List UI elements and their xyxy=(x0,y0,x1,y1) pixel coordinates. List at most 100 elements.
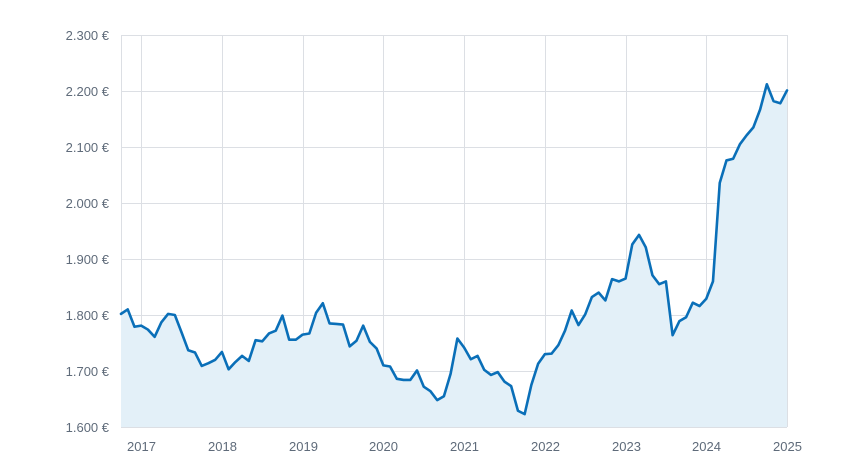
data-point[interactable] xyxy=(596,290,602,296)
data-point[interactable] xyxy=(515,408,521,414)
data-point[interactable] xyxy=(569,308,575,314)
data-point[interactable] xyxy=(273,328,279,334)
data-point[interactable] xyxy=(333,321,339,327)
data-point[interactable] xyxy=(394,376,400,382)
data-point[interactable] xyxy=(676,318,682,324)
data-point[interactable] xyxy=(374,346,380,352)
data-point[interactable] xyxy=(347,343,353,349)
data-point[interactable] xyxy=(387,364,393,370)
data-point[interactable] xyxy=(744,132,750,138)
data-point[interactable] xyxy=(185,347,191,353)
data-point[interactable] xyxy=(306,330,312,336)
data-point[interactable] xyxy=(320,300,326,306)
data-point[interactable] xyxy=(757,106,763,112)
data-point[interactable] xyxy=(649,272,655,278)
data-point[interactable] xyxy=(293,337,299,343)
data-point[interactable] xyxy=(582,311,588,317)
data-point[interactable] xyxy=(703,296,709,302)
data-point[interactable] xyxy=(131,324,137,330)
data-point[interactable] xyxy=(165,311,171,317)
data-point[interactable] xyxy=(327,320,333,326)
data-point[interactable] xyxy=(562,328,568,334)
data-point[interactable] xyxy=(656,281,662,287)
data-point[interactable] xyxy=(340,322,346,328)
data-point[interactable] xyxy=(636,232,642,238)
data-point[interactable] xyxy=(421,384,427,390)
data-point[interactable] xyxy=(784,87,790,93)
data-point[interactable] xyxy=(535,361,541,367)
data-point[interactable] xyxy=(125,306,131,312)
data-point[interactable] xyxy=(259,338,265,344)
data-point[interactable] xyxy=(118,311,124,317)
data-point[interactable] xyxy=(205,360,211,366)
data-point[interactable] xyxy=(172,312,178,318)
data-point[interactable] xyxy=(367,339,373,345)
data-point[interactable] xyxy=(589,294,595,300)
data-point[interactable] xyxy=(226,366,232,372)
data-point[interactable] xyxy=(212,357,218,363)
data-point[interactable] xyxy=(616,278,622,284)
data-point[interactable] xyxy=(690,300,696,306)
data-point[interactable] xyxy=(138,323,144,329)
data-point[interactable] xyxy=(683,314,689,320)
data-point[interactable] xyxy=(158,319,164,325)
data-point[interactable] xyxy=(542,351,548,357)
data-point[interactable] xyxy=(353,338,359,344)
data-point[interactable] xyxy=(279,313,285,319)
data-point[interactable] xyxy=(697,303,703,309)
data-point[interactable] xyxy=(360,323,366,329)
data-point[interactable] xyxy=(629,241,635,247)
data-point[interactable] xyxy=(266,330,272,336)
data-point[interactable] xyxy=(192,350,198,356)
data-point[interactable] xyxy=(643,244,649,250)
data-point[interactable] xyxy=(145,327,151,333)
data-point[interactable] xyxy=(501,379,507,385)
data-point[interactable] xyxy=(232,359,238,365)
data-point[interactable] xyxy=(528,382,534,388)
data-point[interactable] xyxy=(508,383,514,389)
data-point[interactable] xyxy=(152,334,158,340)
data-point[interactable] xyxy=(199,363,205,369)
data-point[interactable] xyxy=(730,156,736,162)
data-point[interactable] xyxy=(717,180,723,186)
data-point[interactable] xyxy=(380,362,386,368)
data-point[interactable] xyxy=(219,349,225,355)
data-point[interactable] xyxy=(670,332,676,338)
data-point[interactable] xyxy=(300,332,306,338)
data-point[interactable] xyxy=(246,358,252,364)
data-point[interactable] xyxy=(448,371,454,377)
data-point[interactable] xyxy=(710,278,716,284)
data-point[interactable] xyxy=(286,337,292,343)
data-point[interactable] xyxy=(575,322,581,328)
data-point[interactable] xyxy=(488,372,494,378)
data-point[interactable] xyxy=(764,81,770,87)
data-point[interactable] xyxy=(750,124,756,130)
data-point[interactable] xyxy=(495,369,501,375)
data-point[interactable] xyxy=(522,411,528,417)
data-point[interactable] xyxy=(723,157,729,163)
data-point[interactable] xyxy=(454,336,460,342)
data-point[interactable] xyxy=(427,388,433,394)
data-point[interactable] xyxy=(407,377,413,383)
data-point[interactable] xyxy=(441,393,447,399)
data-point[interactable] xyxy=(253,337,259,343)
data-point[interactable] xyxy=(414,367,420,373)
data-point[interactable] xyxy=(549,351,555,357)
data-point[interactable] xyxy=(434,397,440,403)
data-point[interactable] xyxy=(461,344,467,350)
data-point[interactable] xyxy=(623,276,629,282)
data-point[interactable] xyxy=(555,342,561,348)
data-point[interactable] xyxy=(481,367,487,373)
data-point[interactable] xyxy=(401,377,407,383)
data-point[interactable] xyxy=(609,276,615,282)
data-point[interactable] xyxy=(771,98,777,104)
data-point[interactable] xyxy=(468,356,474,362)
data-point[interactable] xyxy=(239,353,245,359)
data-point[interactable] xyxy=(737,141,743,147)
data-point[interactable] xyxy=(179,329,185,335)
data-point[interactable] xyxy=(475,353,481,359)
data-point[interactable] xyxy=(777,100,783,106)
data-point[interactable] xyxy=(602,297,608,303)
data-point[interactable] xyxy=(663,278,669,284)
data-point[interactable] xyxy=(313,310,319,316)
